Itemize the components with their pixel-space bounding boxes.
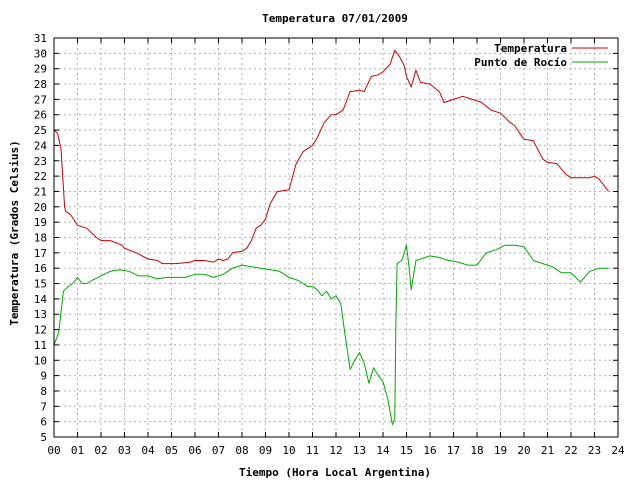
x-tick-label: 18 [470,444,483,457]
legend-label-1: Punto de Rocío [474,56,567,69]
y-tick-label: 23 [34,155,47,168]
y-tick-label: 17 [34,247,47,260]
chart-title: Temperatura 07/01/2009 [262,12,408,25]
y-tick-label: 25 [34,124,47,137]
x-axis-label: Tiempo (Hora Local Argentina) [239,466,431,479]
x-tick-label: 03 [118,444,131,457]
x-tick-label: 21 [541,444,554,457]
series-line-0 [53,49,609,265]
y-tick-label: 9 [40,370,47,383]
y-tick-label: 28 [34,78,47,91]
x-tick-label: 11 [306,444,319,457]
x-tick-label: 24 [611,444,625,457]
y-tick-label: 12 [34,324,47,337]
y-tick-label: 7 [40,400,47,413]
x-tick-label: 19 [494,444,507,457]
legend-label-0: Temperatura [494,42,567,55]
x-tick-label: 15 [400,444,413,457]
x-tick-label: 01 [71,444,84,457]
x-tick-label: 20 [517,444,530,457]
x-tick-label: 12 [329,444,342,457]
y-tick-label: 16 [34,262,47,275]
x-tick-label: 09 [259,444,272,457]
y-tick-label: 13 [34,308,47,321]
x-tick-label: 07 [212,444,225,457]
x-tick-label: 02 [94,444,107,457]
x-tick-label: 14 [376,444,390,457]
y-tick-label: 24 [34,139,48,152]
x-tick-label: 22 [564,444,577,457]
y-tick-label: 10 [34,354,47,367]
y-tick-label: 6 [40,416,47,429]
y-tick-label: 30 [34,47,47,60]
ticks: 00 01 02 03 04 05 06 07 08 09 10 11 12 13 14 15 16 17 18 19… [34,32,625,457]
y-tick-label: 14 [34,293,48,306]
y-tick-label: 11 [34,339,47,352]
x-tick-label: 05 [165,444,178,457]
y-tick-label: 31 [34,32,47,45]
series-layer [53,49,609,426]
y-tick-label: 19 [34,216,47,229]
y-tick-label: 29 [34,63,47,76]
plot-frame [53,37,619,438]
y-tick-label: 21 [34,185,47,198]
x-tick-label: 04 [141,444,155,457]
y-tick-label: 5 [40,431,47,444]
y-tick-label: 27 [34,93,47,106]
y-tick-label: 20 [34,201,47,214]
x-tick-label: 06 [188,444,201,457]
y-axis-label: Temperatura (Grados Celsius) [8,140,21,325]
y-tick-label: 22 [34,170,47,183]
y-tick-label: 15 [34,278,47,291]
series-line-1 [53,244,609,426]
grid [54,38,618,437]
x-tick-label: 10 [282,444,295,457]
y-tick-label: 26 [34,109,47,122]
x-tick-label: 08 [235,444,248,457]
x-tick-label: 17 [447,444,460,457]
y-tick-label: 8 [40,385,47,398]
x-tick-label: 16 [423,444,436,457]
y-tick-label: 18 [34,232,47,245]
x-tick-label: 13 [353,444,366,457]
x-tick-label: 00 [47,444,60,457]
x-tick-label: 23 [588,444,601,457]
